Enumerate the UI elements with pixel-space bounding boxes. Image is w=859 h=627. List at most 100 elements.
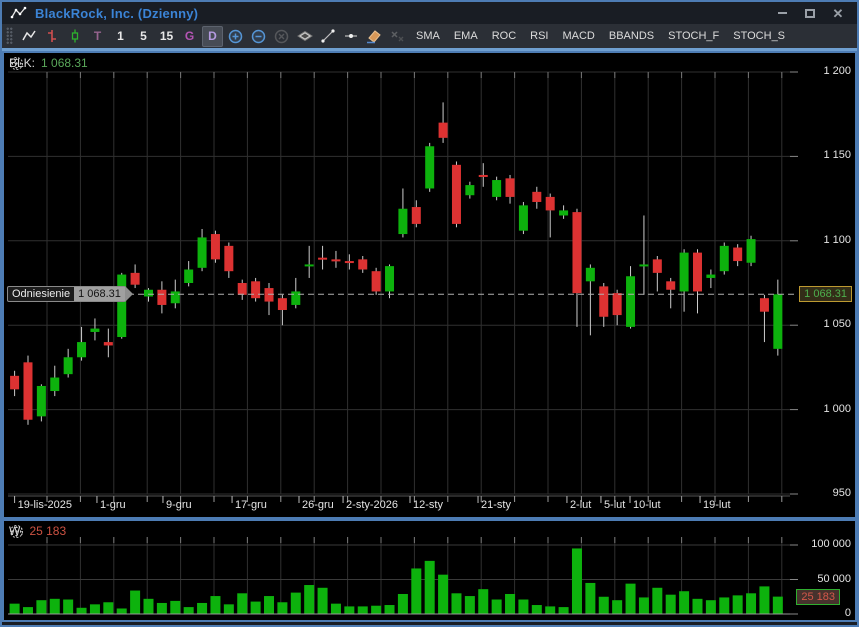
interval-button-d[interactable]: D <box>202 25 223 47</box>
x-axis-label: 2-lut <box>569 499 592 511</box>
zoom-out-icon[interactable] <box>248 26 269 47</box>
ohlc-bars-icon[interactable] <box>41 26 62 47</box>
reference-tag-value: 1 068.31 <box>74 287 125 302</box>
candle-body <box>505 178 515 197</box>
volume-bar <box>183 607 194 614</box>
candle-body <box>639 264 649 267</box>
candle-body <box>184 269 194 283</box>
volume-bar <box>237 593 248 614</box>
candle-body <box>358 259 368 270</box>
volume-bar <box>692 598 703 614</box>
candle-body <box>773 294 783 349</box>
reference-price-axis-box: 1 068.31 <box>799 286 852 303</box>
volume-panel-header: W: 25 183 <box>9 524 66 538</box>
interval-button-g[interactable]: G <box>184 29 195 43</box>
volume-bar <box>210 596 221 614</box>
candle-body <box>398 208 408 235</box>
indicator-button-stoch_f[interactable]: STOCH_F <box>668 30 720 42</box>
candle-body <box>318 257 328 260</box>
indicator-button-macd[interactable]: MACD <box>562 30 595 42</box>
x-axis-label: 5-lut <box>603 499 626 511</box>
indicator-button-sma[interactable]: SMA <box>416 30 440 42</box>
price-axis-label: 1 050 <box>823 318 851 331</box>
panels-frame: BLK: 1 068.31 1 200 1 150 1 100 1 050 1 000 9… <box>2 51 857 622</box>
interval-button-t[interactable]: T <box>93 29 102 43</box>
indicator-button-bbands[interactable]: BBANDS <box>608 30 655 42</box>
candle-body <box>465 185 475 196</box>
interval-button-5[interactable]: 5 <box>140 29 147 43</box>
x-axis-label: 19-lut <box>703 499 731 511</box>
zoom-in-icon[interactable] <box>225 26 246 47</box>
volume-bar <box>89 604 100 614</box>
volume-bar <box>746 593 757 614</box>
x-axis-label: 9-gru <box>165 499 192 511</box>
volume-bar <box>759 586 770 614</box>
indicator-button-rsi[interactable]: RSI <box>530 30 549 42</box>
horizontal-line-icon[interactable] <box>340 26 361 47</box>
volume-bar <box>130 590 141 614</box>
volume-bar <box>9 603 20 614</box>
candle-body <box>10 375 20 390</box>
interval-button-15[interactable]: 15 <box>159 29 174 43</box>
volume-bar <box>464 596 475 614</box>
volume-bar <box>705 600 716 614</box>
candle-body <box>304 264 314 267</box>
volume-bar <box>571 548 582 614</box>
volume-bar <box>250 601 261 614</box>
volume-bar <box>665 594 676 614</box>
trend-line-icon[interactable] <box>317 26 338 47</box>
candle-body <box>251 281 261 299</box>
maximize-icon[interactable] <box>799 5 821 21</box>
indicator-button-ema[interactable]: EMA <box>453 30 478 42</box>
volume-bar <box>49 598 60 614</box>
interval-button-1[interactable]: 1 <box>117 29 124 43</box>
candle-body <box>237 283 247 295</box>
indicator-button-stoch_s[interactable]: STOCH_S <box>733 30 786 42</box>
pan-icon[interactable] <box>9 524 24 539</box>
candle-body <box>626 276 636 327</box>
volume-bar <box>170 600 181 614</box>
eraser-icon[interactable] <box>363 26 384 47</box>
title-bar[interactable]: BlackRock, Inc. (Dzienny) ✕ <box>2 2 857 24</box>
candlestick-icon[interactable] <box>64 26 85 47</box>
candle-body <box>666 281 676 290</box>
x-axis-label: 17-gru <box>235 499 267 511</box>
volume-bar <box>36 600 47 614</box>
volume-bar <box>732 595 743 614</box>
volume-bar <box>357 606 368 614</box>
volume-bar <box>652 587 663 614</box>
window-title: BlackRock, Inc. (Dzienny) <box>35 5 199 21</box>
minimize-icon[interactable] <box>771 5 793 21</box>
volume-bar <box>371 605 382 614</box>
volume-bar <box>304 585 315 614</box>
volume-bar <box>116 608 127 614</box>
volume-bar <box>424 560 435 614</box>
close-icon[interactable]: ✕ <box>832 5 844 21</box>
remove-drawings-icon[interactable] <box>386 26 407 47</box>
zoom-reset-icon[interactable] <box>271 26 292 47</box>
candle-body <box>23 362 33 420</box>
candle-body <box>264 288 274 302</box>
reference-tag[interactable]: Odniesienie 1 068.31 <box>7 286 133 303</box>
toolbar-grip[interactable] <box>6 27 13 45</box>
candle-body <box>706 274 716 278</box>
candle-body <box>572 212 582 294</box>
candle-body <box>438 122 448 138</box>
volume-bar <box>76 607 87 614</box>
candle-body <box>451 164 461 224</box>
line-chart-icon[interactable] <box>18 26 39 47</box>
volume-bar <box>344 606 355 614</box>
window-controls: ✕ <box>771 5 849 21</box>
indicator-button-roc[interactable]: ROC <box>491 30 517 42</box>
volume-axis-label: 0 <box>844 607 851 619</box>
candle-body <box>679 252 689 292</box>
volume-axis-label: 50 000 <box>817 572 851 585</box>
candle-body <box>144 289 153 297</box>
price-plot[interactable] <box>4 53 855 517</box>
pan-icon[interactable] <box>9 56 24 71</box>
volume-plot[interactable] <box>4 521 855 620</box>
volume-axis-label: 100 000 <box>811 538 851 550</box>
indicators-icon[interactable] <box>294 26 315 47</box>
candle-body <box>532 191 542 202</box>
price-panel: BLK: 1 068.31 1 200 1 150 1 100 1 050 1 000 9… <box>4 53 855 517</box>
